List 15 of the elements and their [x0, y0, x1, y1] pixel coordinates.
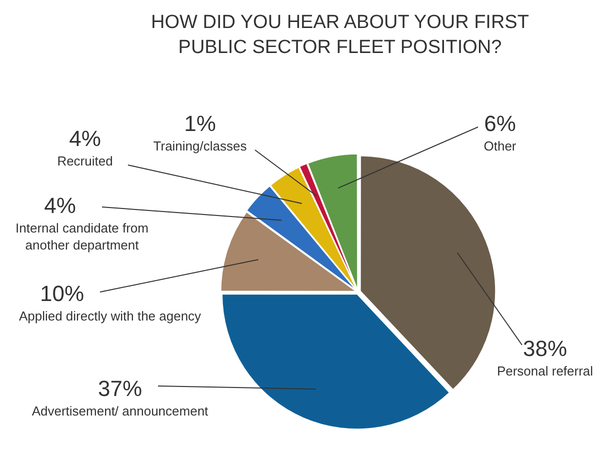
slice-label: Training/classes — [153, 138, 248, 154]
data-label: 37% — [98, 376, 142, 402]
data-label: 4% — [44, 193, 76, 218]
data-label: 10% — [40, 281, 84, 306]
data-label: 38% — [522, 336, 568, 362]
slice-label: Applied directly with the agency — [18, 308, 202, 324]
slice-label: Internal candidate from another department — [16, 220, 148, 253]
slice-label: Recruited — [57, 154, 113, 169]
data-label: 6% — [484, 111, 516, 136]
slice-label: Other — [484, 138, 517, 154]
data-label: 1% — [184, 111, 216, 136]
data-label: 4% — [69, 126, 101, 152]
slice-label: Advertisement/ announcement — [32, 404, 209, 419]
chart-title: HOW DID YOU HEAR ABOUT YOUR FIRST PUBLIC SECTOR FLEET POSITION? — [150, 11, 530, 60]
slice-label: Personal referral — [496, 364, 594, 379]
